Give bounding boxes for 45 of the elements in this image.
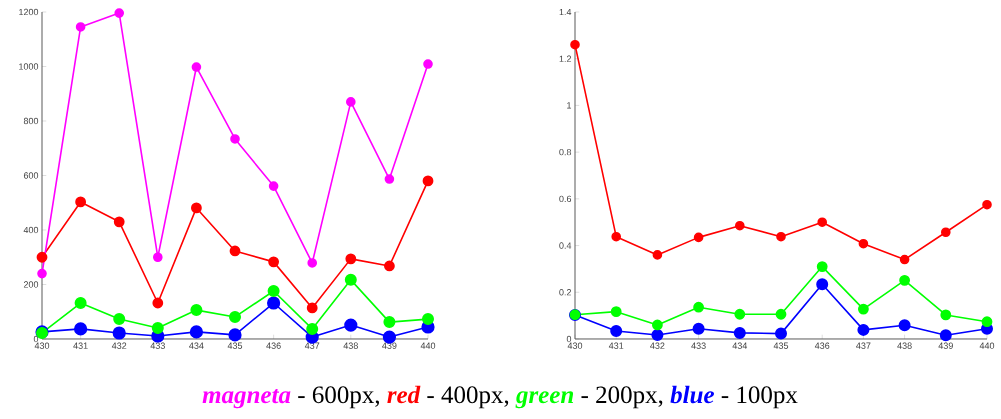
y-tick-label: 0.6 — [559, 195, 572, 203]
x-tick-label: 439 — [382, 342, 397, 349]
text: blue — [670, 385, 715, 404]
text: magneta — [202, 388, 291, 409]
x-tick-label: 435 — [227, 342, 243, 349]
x-tick-label: 438 — [343, 342, 358, 349]
x-tick-label: 434 — [189, 342, 204, 349]
x-tick-label: 437 — [856, 342, 871, 349]
x-tick-label: 430 — [567, 342, 583, 349]
x-tick-label: 434 — [732, 342, 748, 349]
y-tick-label: 1.4 — [559, 8, 572, 16]
y-tick-label: 0 — [566, 335, 572, 343]
x-tick-label: 436 — [814, 342, 830, 349]
text: red — [387, 385, 421, 404]
y-tick-label: 0.2 — [559, 289, 572, 296]
x-tick-label: 439 — [938, 342, 953, 349]
y-tick-label: 600 — [23, 172, 39, 179]
x-tick-label: 431 — [73, 342, 88, 349]
x-tick-label: 430 — [34, 342, 50, 349]
y-tick-label: 200 — [23, 281, 39, 288]
x-tick-label: 440 — [979, 342, 995, 349]
x-tick-label: 438 — [897, 342, 912, 349]
x-tick-label: 433 — [150, 342, 165, 349]
x-tick-label: 432 — [650, 342, 665, 349]
y-tick-label: 0.8 — [559, 148, 572, 156]
y-tick-label: 0 — [33, 335, 39, 343]
text: - 100px — [721, 386, 798, 409]
y-tick-label: 400 — [23, 226, 39, 234]
y-tick-label: 1 — [567, 102, 572, 109]
x-tick-label: 432 — [111, 342, 127, 349]
x-tick-label: 437 — [304, 342, 320, 349]
x-tick-label: 440 — [420, 342, 436, 349]
x-tick-label: 436 — [266, 342, 281, 349]
y-tick-label: 1000 — [19, 63, 39, 70]
x-tick-label: 431 — [608, 342, 624, 349]
x-tick-label: 433 — [691, 342, 706, 349]
text: - 400px, — [427, 386, 509, 409]
text: - 200px, — [581, 386, 663, 409]
y-tick-label: 0.4 — [559, 242, 572, 249]
text: - 600px, — [298, 386, 379, 409]
y-tick-label: 1200 — [19, 8, 39, 16]
text: green — [515, 391, 574, 409]
y-tick-label: 1.2 — [559, 55, 572, 62]
x-tick-label: 435 — [773, 342, 789, 349]
y-tick-label: 800 — [23, 117, 39, 125]
